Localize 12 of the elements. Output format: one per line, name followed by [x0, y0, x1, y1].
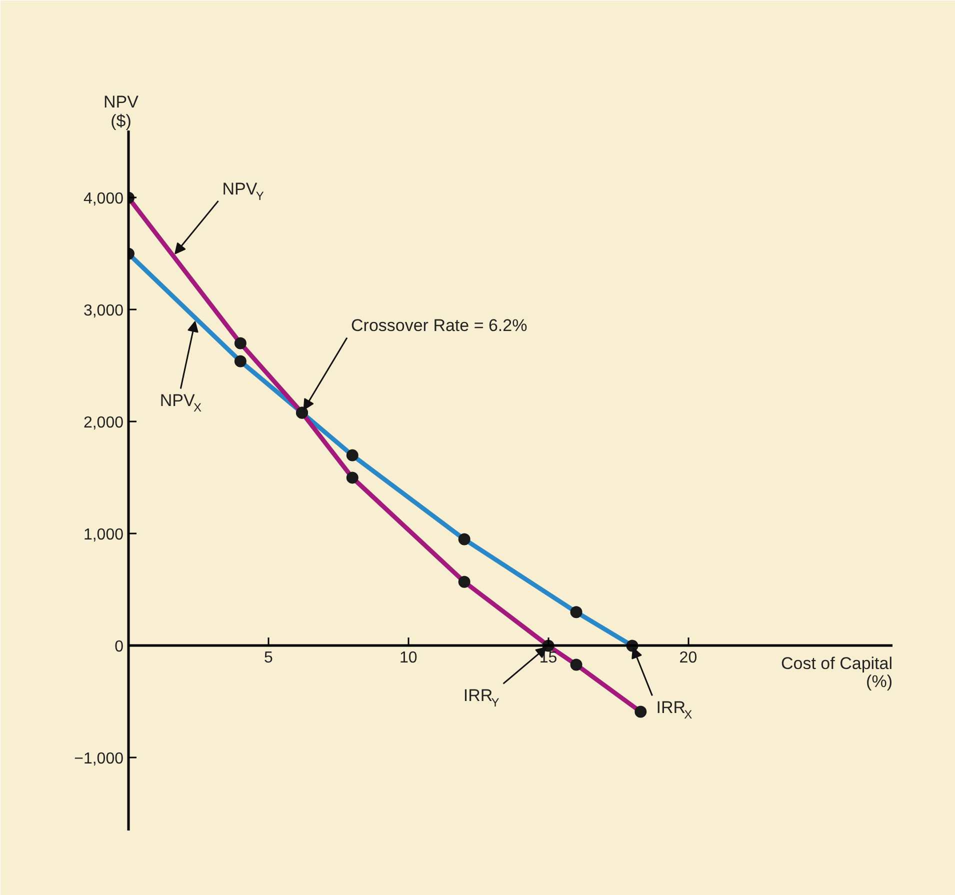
x-tick-label: 20 [679, 650, 698, 667]
annotation: Crossover Rate = 6.2% [351, 316, 528, 336]
y-tick-label: 3,000 [83, 302, 124, 320]
y-axis-title: NPV ($) [104, 92, 140, 130]
x-tick-label: 5 [264, 650, 273, 667]
y-tick-label: 4,000 [83, 190, 124, 208]
x-tick-label: 10 [399, 650, 418, 667]
y-tick-label: 0 [114, 638, 124, 656]
y-tick-label: −1,000 [74, 750, 124, 768]
x-axis-title: Cost of Capital (%) [781, 654, 893, 692]
y-tick-label: 2,000 [83, 414, 124, 432]
y-tick-label: 1,000 [83, 526, 124, 544]
